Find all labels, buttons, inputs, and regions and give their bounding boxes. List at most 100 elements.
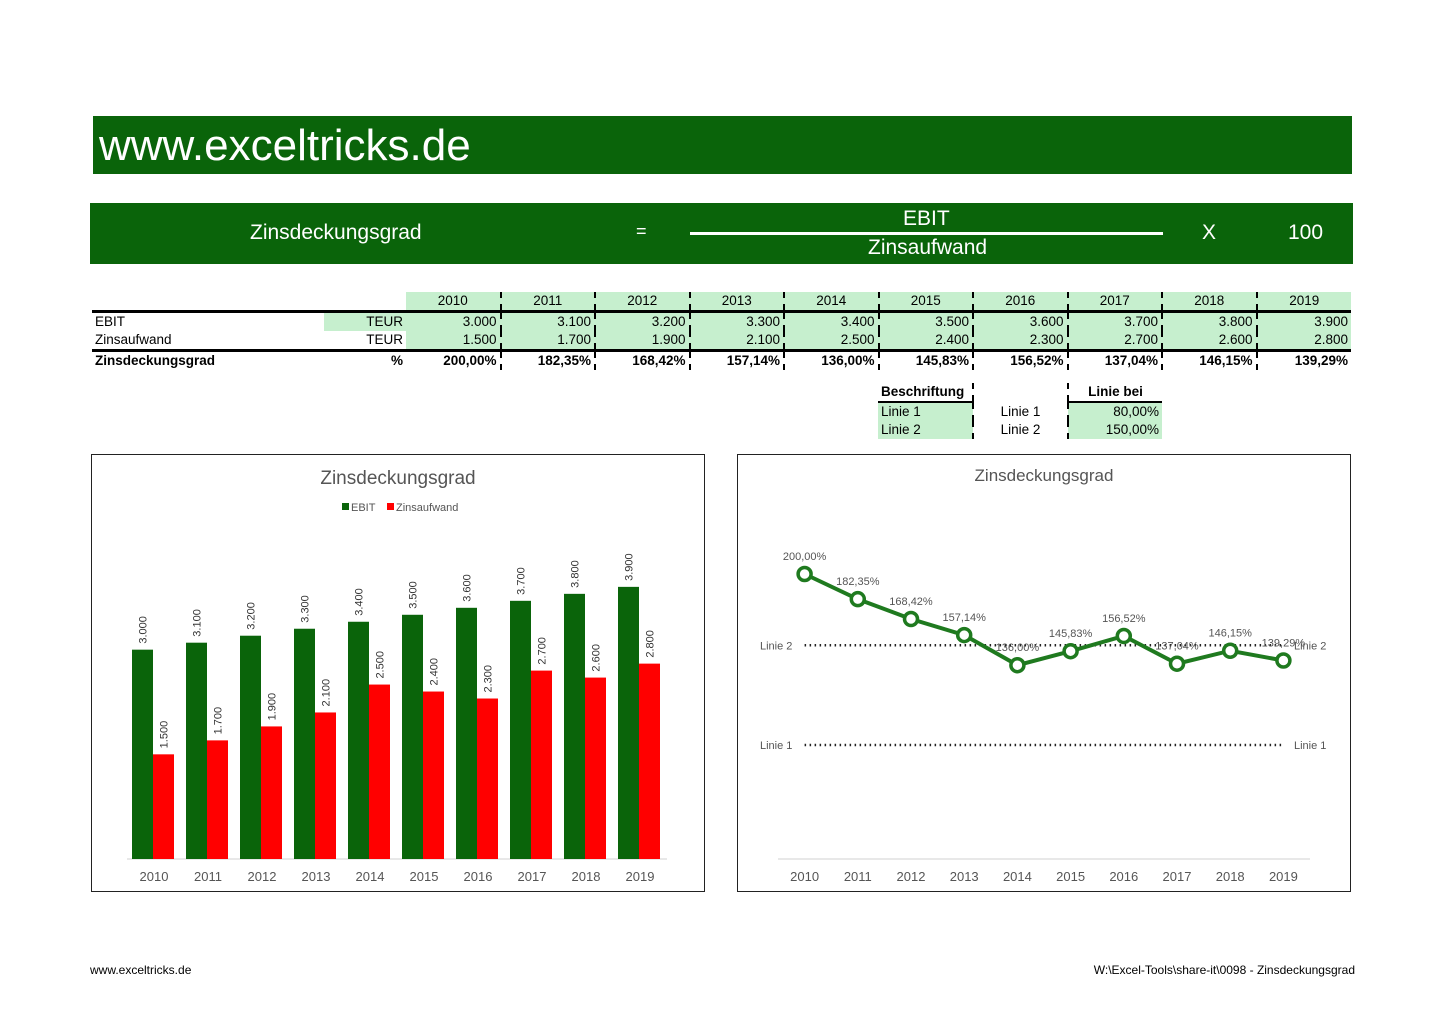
- x-tick-label: 2018: [1216, 869, 1245, 884]
- value-cell: 136,00%: [784, 349, 880, 370]
- bar-data-label: 2.700: [537, 637, 549, 665]
- legend-swatch: [342, 503, 349, 510]
- point-data-label: 136,00%: [996, 642, 1040, 654]
- footer-filepath: W:\Excel-Tools\share-it\0098 - Zinsdecku…: [1093, 963, 1355, 977]
- bar-chart: Zinsdeckungsgrad EBIT Zinsaufwand 3.000 1.50…: [127, 468, 667, 884]
- value-cell: 2.500: [784, 331, 880, 351]
- legend-swatch: [387, 503, 394, 510]
- bar: [564, 593, 585, 859]
- value-cell: 3.400: [784, 310, 880, 331]
- value-cell: 2.400: [878, 331, 974, 351]
- data-point: [1115, 627, 1133, 645]
- bar: [369, 684, 390, 859]
- bar-data-label: 3.300: [300, 595, 312, 623]
- value-cell: 157,14%: [689, 349, 785, 370]
- formula-equals: =: [636, 221, 647, 241]
- bar-data-label: 1.900: [267, 693, 279, 721]
- bar: [585, 677, 606, 859]
- bar: [402, 614, 423, 859]
- line-label-input[interactable]: Linie 1: [878, 402, 974, 421]
- line-settings-row: Linie 1 Linie 1 80,00%: [878, 402, 1162, 421]
- bar-data-label: 2.400: [429, 658, 441, 686]
- line-chart-panel[interactable]: Zinsdeckungsgrad Linie 1 Linie 1 Linie 2 Lin…: [737, 454, 1351, 892]
- value-cell: 200,00%: [406, 349, 502, 370]
- x-tick-label: 2011: [194, 869, 222, 884]
- year-cell: 2010: [406, 292, 502, 312]
- bar: [153, 754, 174, 859]
- bar-data-label: 3.500: [408, 581, 420, 609]
- line-chart: Zinsdeckungsgrad Linie 1 Linie 1 Linie 2 Lin…: [760, 466, 1326, 884]
- line-settings-header: Beschriftung Linie bei: [878, 383, 1162, 403]
- year-cell: 2016: [973, 292, 1069, 312]
- x-tick-label: 2010: [790, 869, 819, 884]
- bar-data-label: 3.200: [246, 602, 258, 630]
- formula-denominator: Zinsaufwand: [868, 236, 988, 259]
- line-settings-row: Linie 2 Linie 2 150,00%: [878, 421, 1162, 439]
- line-value-input[interactable]: 80,00%: [1068, 402, 1162, 421]
- x-tick-label: 2010: [140, 869, 169, 884]
- bar: [207, 740, 228, 859]
- value-cell: 137,04%: [1067, 349, 1163, 370]
- year-cell: 2013: [689, 292, 785, 312]
- bar-chart-panel[interactable]: Zinsdeckungsgrad EBIT Zinsaufwand 3.000 1.50…: [91, 454, 705, 892]
- bar-data-label: 2.800: [645, 630, 657, 658]
- bar-data-label: 2.600: [591, 644, 603, 672]
- chart-title: Zinsdeckungsgrad: [320, 468, 475, 489]
- point-data-label: 156,52%: [1102, 613, 1146, 625]
- x-tick-label: 2016: [1109, 869, 1138, 884]
- header-linie-bei: Linie bei: [1068, 383, 1162, 403]
- data-point: [1168, 655, 1186, 672]
- reference-line-label-left: Linie 2: [760, 640, 792, 652]
- point-data-label: 168,42%: [889, 596, 933, 608]
- reference-line-label-left: Linie 1: [760, 740, 792, 752]
- line-value-input[interactable]: 150,00%: [1068, 421, 1162, 439]
- bar-data-label: 2.500: [375, 651, 387, 679]
- value-cell: 3.000: [406, 310, 502, 331]
- fraction-line: [690, 232, 1163, 235]
- header-beschriftung: Beschriftung: [878, 383, 974, 403]
- kpi-table: 2010 2011 2012 2013 2014 2015 2016 2017 …: [92, 292, 1351, 370]
- x-tick-label: 2017: [1163, 869, 1192, 884]
- row-label: Zinsdeckungsgrad: [92, 349, 324, 370]
- bar-data-label: 3.400: [354, 588, 366, 616]
- chart-title: Zinsdeckungsgrad: [975, 466, 1114, 485]
- value-cell: 3.700: [1067, 310, 1163, 331]
- point-data-label: 157,14%: [942, 612, 986, 624]
- bar: [639, 663, 660, 859]
- x-tick-label: 2012: [897, 869, 926, 884]
- bar: [261, 726, 282, 859]
- x-tick-label: 2015: [410, 869, 439, 884]
- formula-label: Zinsdeckungsgrad: [250, 221, 422, 244]
- bar-data-label: 3.700: [516, 567, 528, 595]
- formula-times: X: [1202, 221, 1217, 244]
- bar: [510, 600, 531, 859]
- banner-title: www.exceltricks.de: [99, 121, 471, 170]
- table-row-ebit: EBIT TEUR 3.000 3.100 3.200 3.300 3.400 …: [92, 310, 1351, 331]
- row-label: Zinsaufwand: [95, 332, 172, 347]
- bar-data-label: 1.500: [159, 721, 171, 749]
- bar: [456, 607, 477, 859]
- value-cell: 3.600: [973, 310, 1069, 331]
- year-cell: 2018: [1162, 292, 1258, 312]
- line-label-input[interactable]: Linie 2: [878, 421, 974, 439]
- bar-data-label: 3.900: [624, 553, 636, 581]
- value-cell: 156,52%: [973, 349, 1069, 370]
- x-tick-label: 2015: [1056, 869, 1085, 884]
- row-unit: %: [324, 349, 406, 370]
- year-header-row: 2010 2011 2012 2013 2014 2015 2016 2017 …: [92, 292, 1351, 312]
- data-point: [1275, 652, 1292, 669]
- data-point: [796, 565, 813, 583]
- bar: [531, 670, 552, 859]
- bar: [186, 642, 207, 859]
- x-tick-label: 2014: [356, 869, 385, 884]
- reference-line-label-right: Linie 1: [1294, 740, 1326, 752]
- x-tick-label: 2017: [518, 869, 547, 884]
- series-line: [803, 572, 1284, 668]
- year-cell: 2014: [784, 292, 880, 312]
- x-tick-label: 2013: [302, 869, 331, 884]
- bar: [618, 586, 639, 859]
- x-tick-label: 2013: [950, 869, 979, 884]
- point-data-label: 145,83%: [1049, 628, 1093, 640]
- value-cell: 3.800: [1162, 310, 1258, 331]
- x-tick-label: 2019: [1269, 869, 1298, 884]
